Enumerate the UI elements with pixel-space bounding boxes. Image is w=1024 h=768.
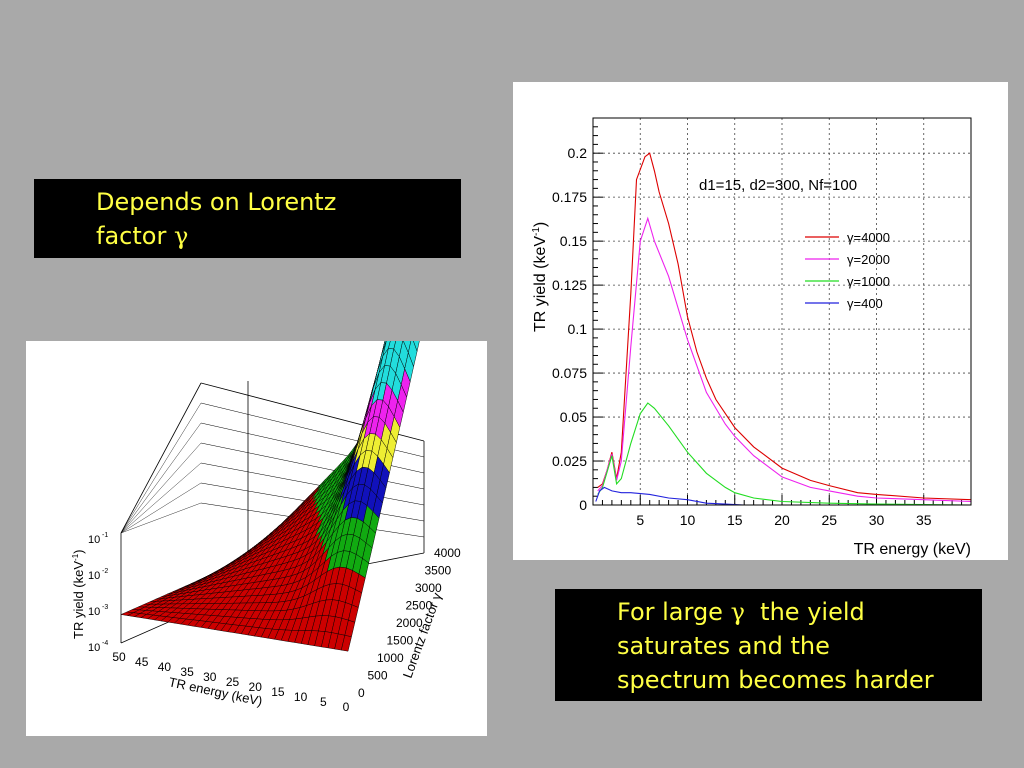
yield-axis-label-sup: -1 [71,553,80,561]
y-tick-label: 0.125 [552,277,587,293]
gamma-symbol: γ [730,598,745,626]
yield-tick-exponent: -1 [102,532,108,539]
callout-saturation: For large γ the yield saturates and the … [555,589,982,701]
surface-plot-panel: 50 45 40 35 30 25 20 15 10 5 0 0 500 1000 1500 2000 250… [26,313,487,736]
energy-tick-label: 20 [249,680,263,694]
side-wall-line [120,482,202,534]
energy-tick-label: 45 [135,655,149,669]
energy-tick-labels: 50 45 40 35 30 25 20 15 10 5 0 [112,650,349,714]
tr-yield-line-chart: d1=15, d2=300, Nf=100 γ=4000γ=2000γ=1000… [531,117,972,558]
series-line [595,486,971,506]
side-wall-line [120,422,202,534]
callout-top-line2-text: factor [96,222,174,250]
series-line [597,152,972,501]
series-line [597,216,972,503]
chart-legend: γ=4000 γ=2000 γ=1000 γ=400 [805,230,890,311]
callout-bottom-line1-post: the yield [744,598,865,626]
side-wall-line [120,502,202,534]
yield-tick-label: 10 [88,642,100,654]
lorentz-tick-label: 2000 [396,616,423,630]
surface-cell [341,635,352,652]
yield-tick-label: 10 [88,534,100,546]
yield-axis-label-main: TR yield (keV [71,561,86,639]
y-axis-label-sup: -1 [531,227,542,236]
y-tick-label: 0.1 [568,321,588,337]
lorentz-tick-label: 0 [358,686,365,700]
energy-tick-label: 40 [158,660,172,674]
x-tick-labels: 5 10 15 20 25 30 35 [636,512,931,528]
tr-yield-surface-plot: 50 45 40 35 30 25 20 15 10 5 0 0500100015002000250… [71,313,461,714]
lorentz-tick-label: 4000 [434,546,461,560]
surface-mesh [120,313,425,652]
callout-bottom-line1-pre: For large [617,598,731,626]
callout-bottom-line2: saturates and the [617,632,830,660]
callout-top-line2: factor γ [96,219,451,253]
y-tick-label: 0.05 [560,409,587,425]
series-line [597,402,972,506]
energy-tick-label: 15 [271,685,285,699]
side-wall-line [120,442,202,534]
callout-bottom-line1: For large γ the yield [617,595,974,629]
gamma-symbol: γ [173,222,189,250]
x-tick-label: 20 [774,512,790,528]
yield-tick-exponent: -3 [102,604,108,611]
y-tick-label: 0.075 [552,365,587,381]
legend-entry: γ=4000 [847,230,890,245]
x-tick-label: 10 [680,512,696,528]
x-tick-label: 15 [727,512,743,528]
lorentz-tick-label: 3000 [415,581,442,595]
x-axis-label: TR energy (keV) [854,541,971,558]
x-tick-label: 35 [916,512,932,528]
energy-tick-label: 35 [180,665,194,679]
energy-tick-label: 5 [320,695,327,709]
lorentz-tick-label: 500 [368,669,388,683]
callout-lorentz: Depends on Lorentz factor γ [34,179,461,258]
lorentz-tick-label: 1000 [377,651,404,665]
chart-series [595,152,972,506]
x-tick-label: 25 [821,512,837,528]
x-tick-label: 30 [869,512,885,528]
energy-tick-label: 10 [294,690,308,704]
yield-tick-label: 10 [88,606,100,618]
side-wall-line [120,462,202,534]
lorentz-tick-label: 2500 [406,599,433,613]
callout-top-line1: Depends on Lorentz [96,188,337,216]
lorentz-tick-label: 3500 [425,564,452,578]
line-chart-panel: d1=15, d2=300, Nf=100 γ=4000 γ=2000 γ=1000… [513,82,1008,560]
plot-frame [592,117,972,506]
energy-tick-label: 0 [343,700,350,714]
y-tick-labels: 0 0.025 0.05 0.075 0.1 0.125 0.15 0.175 0.2 [552,145,587,513]
energy-tick-label: 25 [226,675,240,689]
yield-axis-label: TR yield (keV-1) [71,550,86,640]
y-axis-label-close: ) [532,222,549,227]
chart-grid [593,118,971,505]
y-tick-label: 0.15 [560,233,587,249]
back-wall-line [200,462,425,506]
yield-tick-labels: 10-110-210-310-4 [88,532,108,654]
lorentz-tick-label: 1500 [387,634,414,648]
x-tick-label: 5 [636,512,644,528]
yield-tick-label: 10 [88,570,100,582]
y-tick-label: 0.2 [568,145,588,161]
y-axis-label: TR yield (keV-1) [531,222,549,332]
energy-tick-label: 50 [112,650,126,664]
energy-tick-label: 30 [203,670,217,684]
box-edge [120,382,202,534]
legend-entry: γ=400 [847,296,883,311]
yield-tick-exponent: -4 [102,640,108,647]
y-tick-label: 0 [579,497,587,513]
callout-bottom-line3: spectrum becomes harder [617,666,934,694]
y-tick-label: 0.025 [552,453,587,469]
y-tick-label: 0.175 [552,189,587,205]
chart-annotation: d1=15, d2=300, Nf=100 [699,177,857,194]
yield-axis-label-close: ) [71,550,86,554]
legend-entry: γ=1000 [847,274,890,289]
y-axis-label-main: TR yield (keV [532,236,549,332]
legend-entry: γ=2000 [847,252,890,267]
side-wall-line [120,402,202,534]
yield-tick-exponent: -2 [102,568,108,575]
